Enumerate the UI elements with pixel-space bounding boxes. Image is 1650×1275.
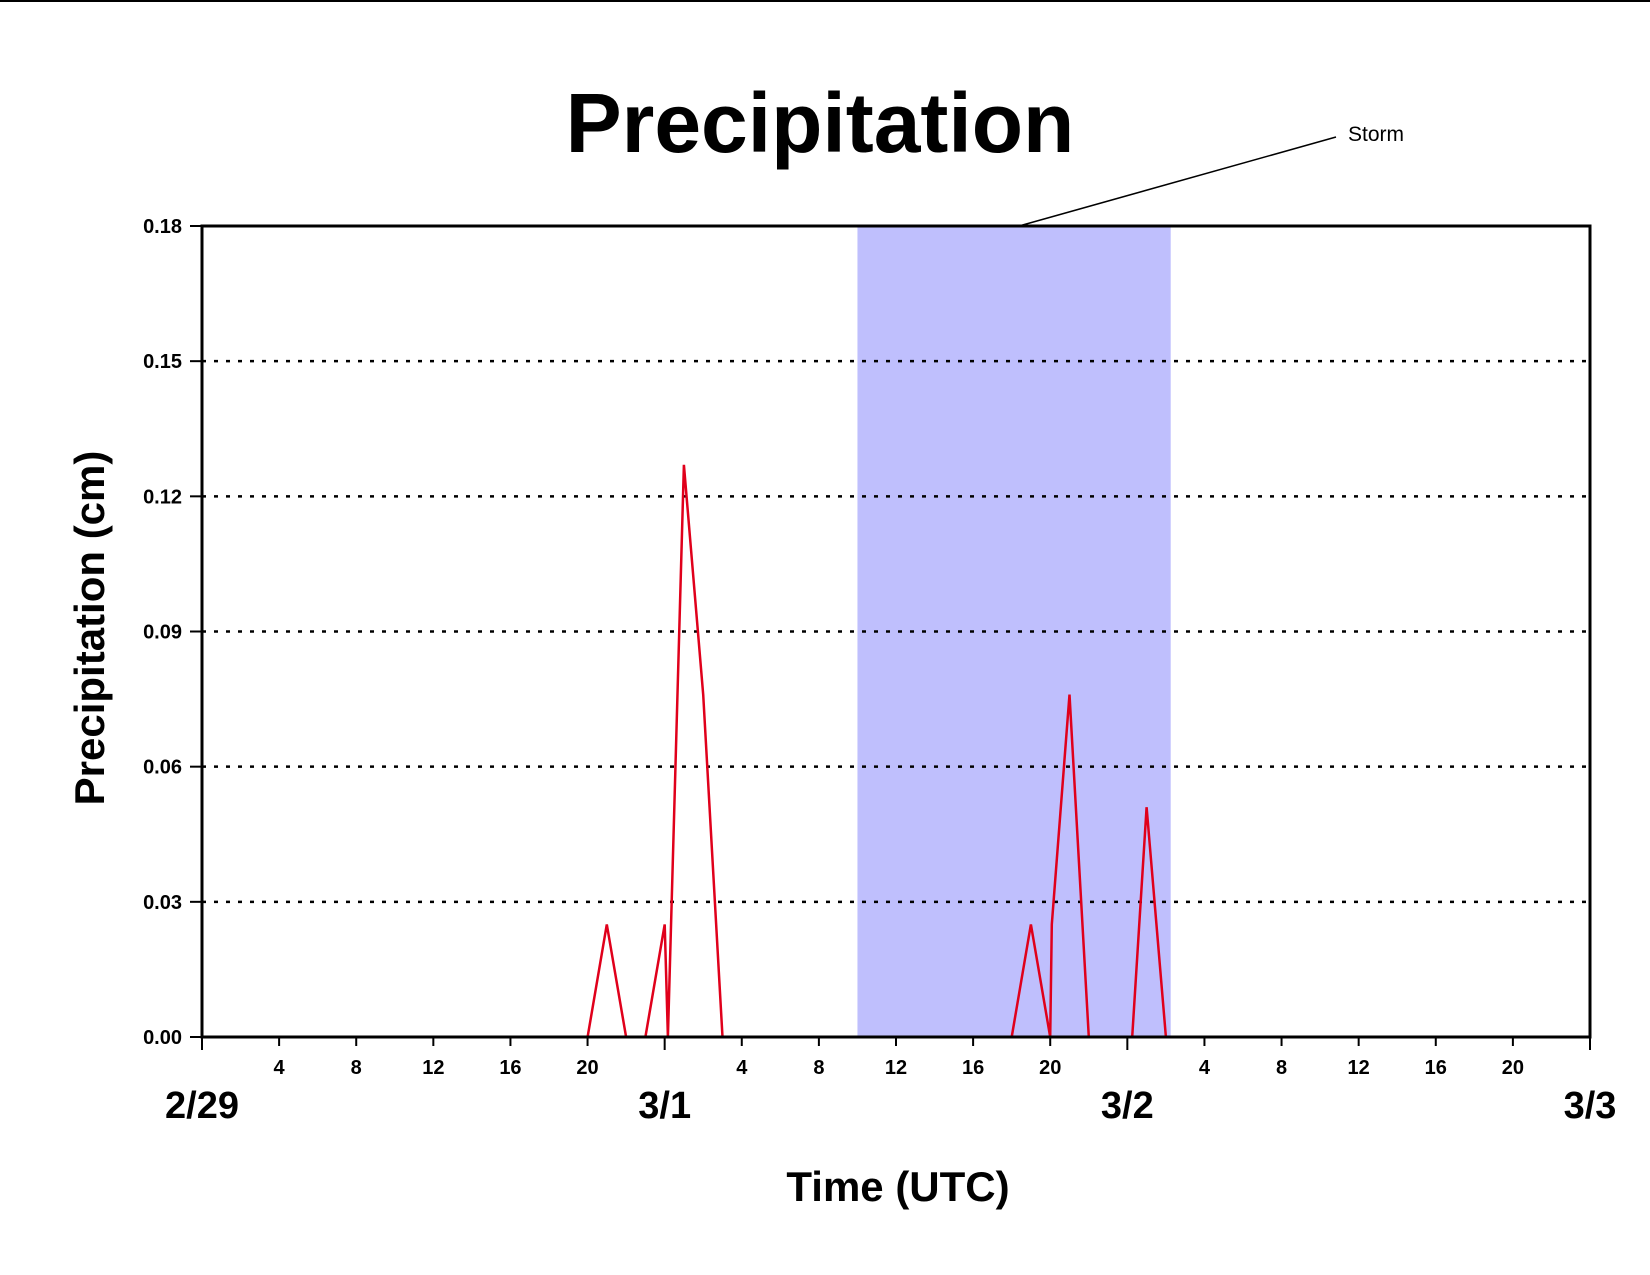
x-hour-label: 4 [1199, 1057, 1211, 1079]
y-axis-label: Precipitation (cm) [66, 451, 113, 806]
x-hour-label: 8 [351, 1057, 362, 1079]
x-hour-label: 20 [1502, 1057, 1524, 1079]
chart-title: Precipitation [566, 76, 1075, 170]
x-day-label: 2/29 [165, 1085, 239, 1127]
x-hour-label: 4 [736, 1057, 748, 1079]
x-hour-label: 16 [1425, 1057, 1447, 1079]
y-tick-label: 0.00 [143, 1027, 182, 1049]
x-hour-label: 16 [962, 1057, 984, 1079]
gridlines [202, 359, 1590, 904]
y-tick-label: 0.12 [143, 486, 182, 508]
x-hour-label: 8 [1276, 1057, 1287, 1079]
x-hour-label: 16 [499, 1057, 521, 1079]
y-tick-label: 0.06 [143, 757, 182, 779]
x-day-label: 3/1 [638, 1085, 691, 1127]
x-hour-label: 8 [813, 1057, 824, 1079]
y-tick-label: 0.15 [143, 351, 182, 373]
x-hour-label: 20 [576, 1057, 598, 1079]
storm-label: Storm [1348, 123, 1404, 146]
series-line-2 [1010, 694, 1590, 1039]
storm-annotation: Storm [1018, 123, 1404, 227]
x-hour-label: 12 [1348, 1057, 1370, 1079]
x-axis-label: Time (UTC) [786, 1163, 1009, 1210]
x-hour-label: 12 [885, 1057, 907, 1079]
y-tick-label: 0.18 [143, 216, 182, 238]
y-tick-label: 0.09 [143, 622, 182, 644]
x-hour-label: 4 [274, 1057, 286, 1079]
storm-shade-rect [857, 226, 1171, 1037]
y-tick-label: 0.03 [143, 892, 182, 914]
x-hour-label: 12 [422, 1057, 444, 1079]
x-axis-ticks: 4 8 12 16 20 4 8 12 16 20 4 8 12 16 20 2/29 3/1 3/2 3/3 [165, 1037, 1616, 1127]
x-day-label: 3/3 [1564, 1085, 1617, 1127]
x-day-label: 3/2 [1101, 1085, 1154, 1127]
x-hour-label: 20 [1039, 1057, 1061, 1079]
y-axis-ticks: 0.00 0.03 0.06 0.09 0.12 0.15 0.18 [143, 216, 202, 1049]
storm-shading [857, 226, 1171, 1037]
storm-leader-line [1018, 136, 1337, 227]
